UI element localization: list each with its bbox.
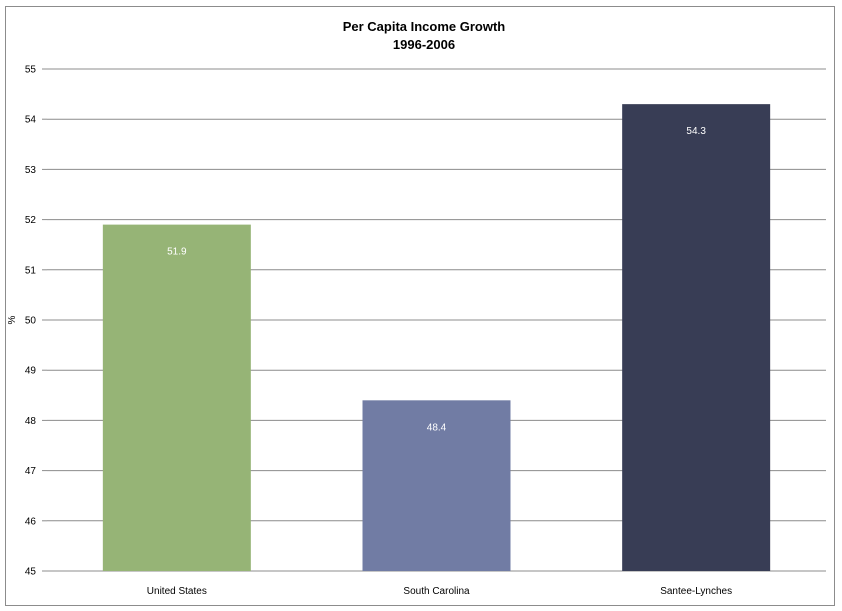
bars [102,104,771,571]
y-tick-label: 55 [25,65,37,76]
data-label: 48.4 [427,422,447,433]
bar-south-carolina [362,400,511,571]
bar-santee-lynches [622,104,771,571]
chart-title-line-1: Per Capita Income Growth [343,19,506,34]
y-tick-label: 50 [25,316,37,327]
data-label: 51.9 [167,247,187,258]
data-label: 54.3 [686,126,706,137]
x-axis-category-labels: United States South Carolina Santee-Lynche… [147,586,732,597]
y-tick-label: 51 [25,265,37,276]
y-tick-label: 45 [25,567,37,578]
data-labels: 51.9 48.4 54.3 [167,126,706,433]
y-tick-label: 47 [25,466,37,477]
chart-title-line-2: 1996-2006 [393,37,455,52]
bar-united-states [102,224,251,571]
x-category-label: United States [147,586,207,597]
y-tick-label: 52 [25,215,37,226]
chart-title: Per Capita Income Growth 1996-2006 [343,19,506,52]
x-category-label: South Carolina [403,586,470,597]
y-tick-label: 54 [25,115,37,126]
x-category-label: Santee-Lynches [660,586,732,597]
y-tick-label: 49 [25,366,37,377]
y-axis-title: % [7,315,18,324]
y-tick-label: 53 [25,165,37,176]
y-axis-tick-labels: 45 46 47 48 49 50 51 52 53 54 55 [25,65,37,578]
y-tick-label: 48 [25,416,37,427]
y-tick-label: 46 [25,516,37,527]
